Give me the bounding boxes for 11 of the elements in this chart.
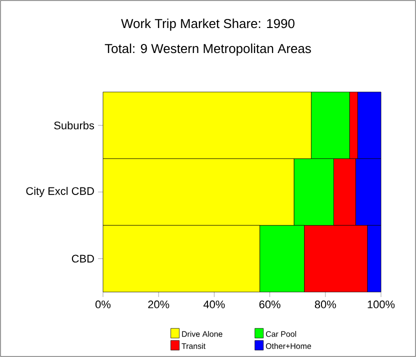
x-tick-label: 0% bbox=[96, 300, 111, 308]
y-tick-label: City Excl CBD bbox=[26, 186, 94, 198]
y-tick-label: CBD bbox=[72, 254, 94, 263]
chart-subtitle: Total: 9 Western Metropolitan Areas bbox=[104, 44, 311, 56]
x-tick-label: 60% bbox=[259, 300, 280, 308]
x-tick-label: 40% bbox=[203, 300, 225, 308]
chart-title: Work Trip Market Share: 1990 bbox=[121, 18, 294, 31]
x-tick-label: 100% bbox=[368, 300, 395, 308]
x-tick-label: 20% bbox=[148, 300, 170, 308]
x-tick-label: 80% bbox=[314, 300, 336, 308]
y-tick-label: Suburbs bbox=[54, 121, 94, 130]
